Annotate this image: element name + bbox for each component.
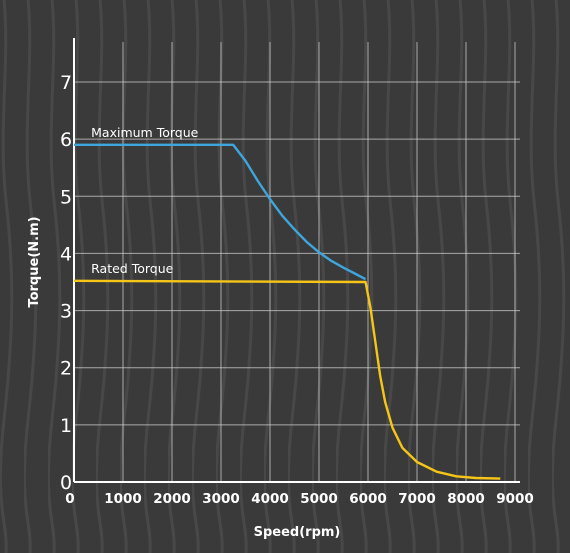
x-tick-label-9000: 9000 [496,491,534,507]
y-tick-label-2: 2 [60,358,72,380]
y-tick-label-4: 4 [60,243,72,265]
x-tick-label-5000: 5000 [300,491,338,507]
x-tick-label-6000: 6000 [349,491,387,507]
series-labels: Maximum Torque Rated Torque [91,125,198,276]
x-tick-labels: 0 1000 2000 3000 4000 5000 6000 7000 8000 9000 [65,491,533,507]
y-tick-label-7: 7 [60,72,72,94]
series-label-0: Maximum Torque [91,125,198,140]
y-tick-label-0: 0 [60,472,72,494]
x-tick-label-7000: 7000 [398,491,436,507]
x-tick-label-2000: 2000 [153,491,191,507]
y-axis-title: Torque(N.m) [27,216,42,307]
series-label-1: Rated Torque [91,261,174,276]
axes [73,38,520,483]
x-tick-label-3000: 3000 [202,491,240,507]
series-line-1 [73,279,501,480]
y-tick-label-5: 5 [60,186,72,208]
y-tick-label-3: 3 [60,301,72,323]
x-tick-label-8000: 8000 [447,491,485,507]
y-tick-label-6: 6 [60,129,72,151]
y-tick-label-1: 1 [60,415,72,437]
x-axis-title: Speed(rpm) [254,525,341,540]
series-lines [73,143,501,480]
x-tick-label-4000: 4000 [251,491,289,507]
x-tick-label-0: 0 [65,491,74,507]
y-tick-labels: 0 1 2 3 4 5 6 7 [60,72,72,494]
series-line-0 [74,143,367,281]
grid [74,42,520,482]
x-tick-label-1000: 1000 [104,491,142,507]
